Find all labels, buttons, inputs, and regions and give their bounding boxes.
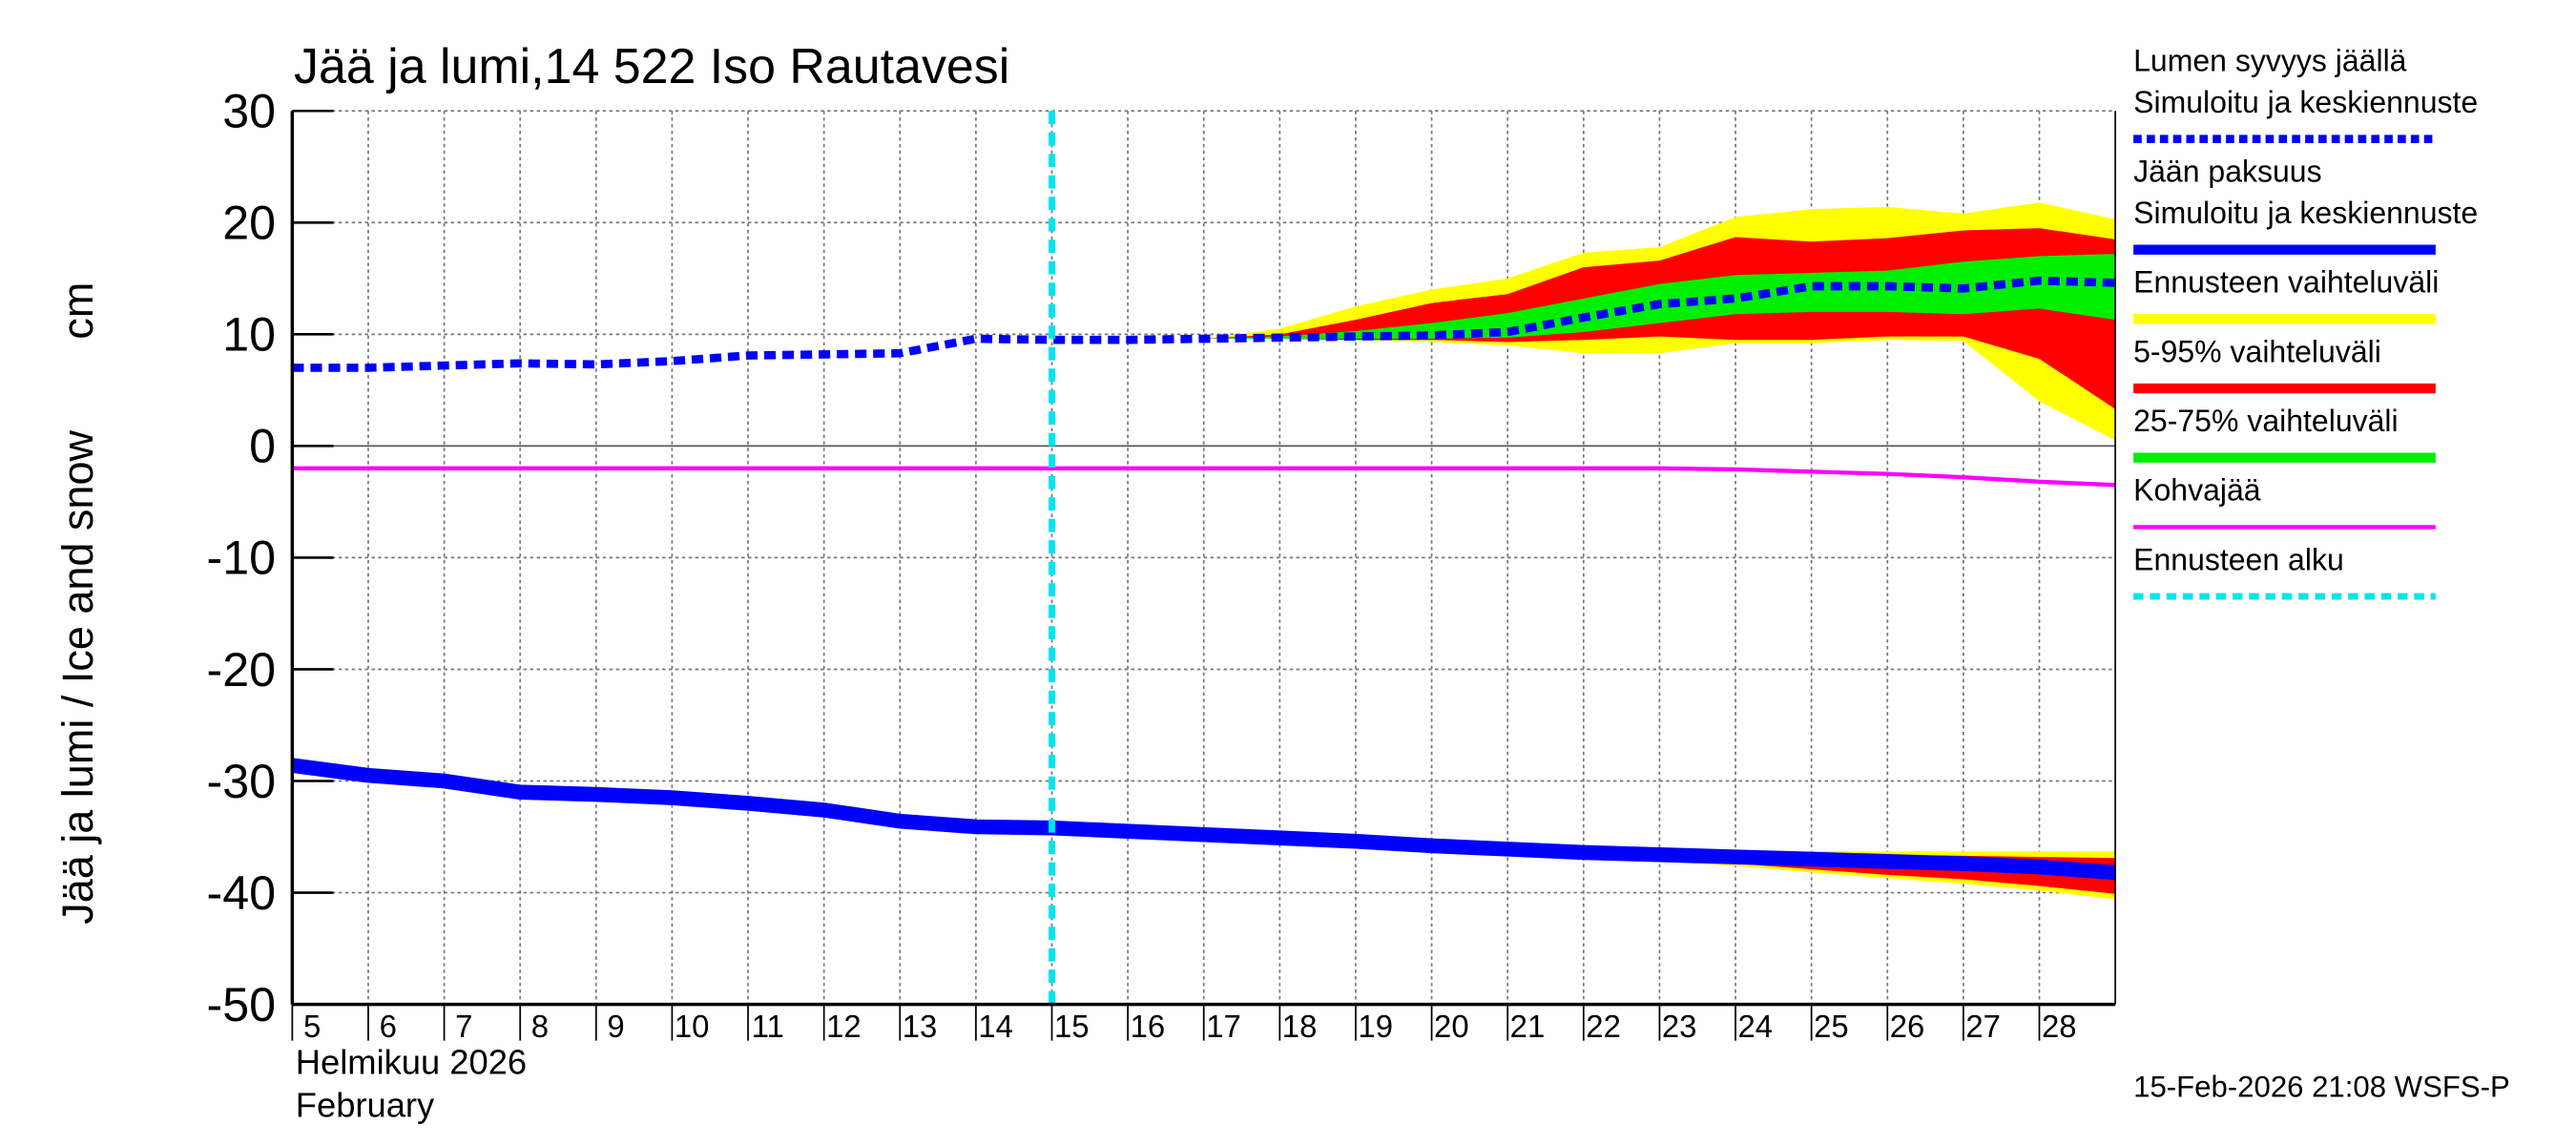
footer: 15-Feb-2026 21:08 WSFS-P bbox=[2133, 1071, 2510, 1104]
y-tick-label: -40 bbox=[206, 866, 276, 920]
y-tick-label: 0 bbox=[249, 420, 276, 473]
legend-label: Jään paksuus bbox=[2133, 155, 2321, 189]
y-axis-unit: cm bbox=[53, 282, 102, 340]
x-tick-label: 8 bbox=[531, 1009, 549, 1044]
x-tick-label: 21 bbox=[1510, 1009, 1546, 1044]
x-tick-label: 23 bbox=[1662, 1009, 1697, 1044]
legend-label: Simuloitu ja keskiennuste bbox=[2133, 196, 2478, 230]
legend-label: Simuloitu ja keskiennuste bbox=[2133, 85, 2478, 119]
band-area bbox=[1203, 254, 2116, 340]
x-tick-label: 12 bbox=[826, 1009, 862, 1044]
y-axis-label: Jää ja lumi / Ice and snow bbox=[53, 430, 102, 925]
x-tick-label: 16 bbox=[1131, 1009, 1166, 1044]
x-tick-label: 9 bbox=[607, 1009, 624, 1044]
legend-label: 25-75% vaihteluväli bbox=[2133, 404, 2399, 438]
x-tick-label: 14 bbox=[978, 1009, 1013, 1044]
y-tick-label: 20 bbox=[222, 197, 276, 250]
x-tick-label: 17 bbox=[1206, 1009, 1241, 1044]
x-tick-label: 25 bbox=[1814, 1009, 1849, 1044]
series-line bbox=[291, 758, 2116, 881]
x-tick-label: 5 bbox=[303, 1009, 321, 1044]
x-tick-label: 10 bbox=[675, 1009, 710, 1044]
legend-label: Ennusteen vaihteluväli bbox=[2133, 265, 2439, 300]
x-tick-label: 24 bbox=[1738, 1009, 1774, 1044]
x-tick-label: 27 bbox=[1965, 1009, 2001, 1044]
x-tick-label: 18 bbox=[1282, 1009, 1318, 1044]
x-tick-label: 22 bbox=[1586, 1009, 1621, 1044]
y-tick-label: -20 bbox=[206, 643, 276, 697]
x-tick-label: 13 bbox=[903, 1009, 938, 1044]
x-tick-label: 15 bbox=[1054, 1009, 1090, 1044]
x-tick-label: 11 bbox=[752, 1009, 784, 1044]
x-tick-label: 20 bbox=[1434, 1009, 1469, 1044]
x-tick-label: 26 bbox=[1890, 1009, 1925, 1044]
x-tick-label: 6 bbox=[380, 1009, 397, 1044]
x-tick-label: 28 bbox=[2042, 1009, 2077, 1044]
legend-label: 5-95% vaihteluväli bbox=[2133, 334, 2381, 368]
legend-label: Ennusteen alku bbox=[2133, 542, 2344, 576]
plot-area: 5 6 7 8 9 10 11 12 13 14 15 16 17 18 19 20 21 22 23 24 25 26 2… bbox=[206, 85, 2116, 1044]
x-axis-label: February bbox=[296, 1085, 435, 1124]
y-tick-label: -30 bbox=[206, 755, 276, 808]
y-tick-label: -10 bbox=[206, 531, 276, 585]
series-line bbox=[292, 276, 2116, 372]
y-tick-label: 10 bbox=[222, 308, 276, 362]
y-tick-label: 30 bbox=[222, 85, 276, 138]
y-tick-label: -50 bbox=[206, 978, 276, 1031]
x-tick-label: 19 bbox=[1358, 1009, 1393, 1044]
legend-label: Kohvajää bbox=[2133, 473, 2261, 508]
x-axis-label: Helmikuu 2026 bbox=[296, 1042, 527, 1081]
chart-title: Jää ja lumi,14 522 Iso Rautavesi bbox=[294, 39, 1009, 94]
x-tick-label: 7 bbox=[455, 1009, 472, 1044]
legend-label: Lumen syvyys jäällä bbox=[2133, 44, 2407, 78]
series-line bbox=[292, 466, 2116, 488]
